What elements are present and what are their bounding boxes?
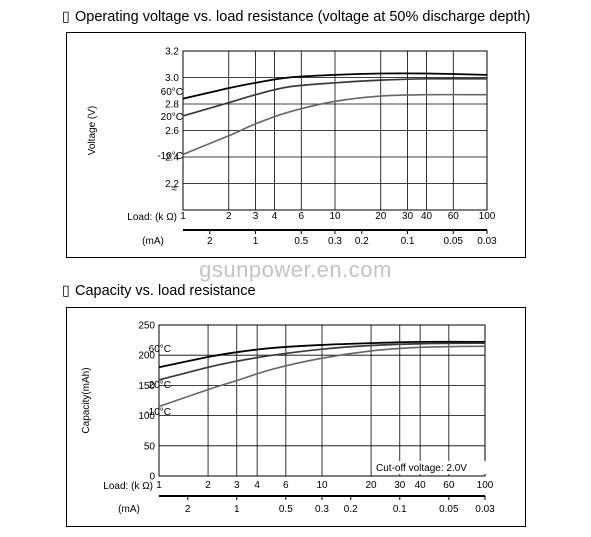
series-line: [158, 342, 486, 381]
y-axis-label: Capacity(mAh): [81, 367, 92, 433]
x-tick-label-ma: 0.05: [439, 504, 459, 515]
x-tick-label-ma: 0.03: [477, 236, 497, 247]
x-tick-label-kohm: 10: [316, 480, 328, 491]
capacity-chart: 250 200 150 100 50 0 Capacity(mAh) 1 2 3 4 6 10 20 30 4…: [81, 321, 495, 516]
y-tick-label: 2.8: [165, 100, 179, 111]
x-tick-label-kohm: 20: [366, 480, 378, 491]
x-tick-label-kohm: 6: [298, 211, 304, 222]
series-label: 60°C: [161, 87, 183, 98]
series-line: [158, 345, 486, 408]
x-tick-label-kohm: 1: [180, 211, 186, 222]
x-tick-label-kohm: 40: [415, 480, 427, 491]
watermark: gsunpower.en.com: [199, 257, 392, 282]
x-tick-label-ma: 0.3: [328, 236, 342, 247]
x-tick-label-kohm: 2: [226, 211, 232, 222]
y-tick-label: 2.2: [165, 179, 179, 190]
series-label: -10°C: [157, 151, 183, 162]
x-tick-label-ma: 0.2: [344, 504, 358, 515]
series-line: [158, 340, 486, 369]
x-axis-label-ma: (mA): [118, 504, 140, 515]
bullet-box-icon: ▯: [62, 9, 70, 25]
x-tick-label-kohm: 60: [443, 480, 455, 491]
x-tick-label-kohm: 30: [394, 480, 406, 491]
x-tick-label-ma: 0.1: [393, 504, 407, 515]
plot-frame: [182, 50, 488, 211]
series-line: [182, 72, 488, 100]
series-label: -10°C: [145, 407, 171, 418]
series-label: 20°C: [149, 380, 171, 391]
voltage-chart: 3.2 3.0 2.8 2.6 2.4 2.2≈ Voltage (V) 1 2 3 4 6 10 20 3…: [87, 47, 497, 248]
x-tick-label-ma: 0.5: [279, 504, 293, 515]
chart1-title: Operating voltage vs. load resistance (v…: [74, 9, 531, 25]
x-tick-label-kohm: 40: [421, 211, 433, 222]
x-tick-label-kohm: 30: [402, 211, 414, 222]
x-tick-label-kohm: 10: [329, 211, 341, 222]
y-tick-label: 250: [138, 321, 155, 332]
x-tick-label-ma: 0.2: [355, 236, 369, 247]
chart1-title-row: ▯ Operating voltage vs. load resistance (…: [62, 9, 530, 25]
y-tick-label: 200: [138, 351, 155, 362]
x-tick-label-kohm: 20: [375, 211, 387, 222]
x-tick-label-kohm: 6: [283, 480, 289, 491]
x-axis-label-ma: (mA): [142, 236, 164, 247]
x-tick-label-kohm: 4: [272, 211, 278, 222]
chart2-panel: 250 200 150 100 50 0 Capacity(mAh) 1 2 3 4 6 10 20 30 4…: [66, 307, 526, 527]
series-label: 20°C: [161, 112, 183, 123]
chart1-panel: 3.2 3.0 2.8 2.6 2.4 2.2 ≈ Voltage (V) 1 2 3 4 6 10 20 3…: [66, 32, 526, 258]
y-axis-label: Voltage (V): [87, 106, 98, 155]
x-tick-label-ma: 0.05: [444, 236, 464, 247]
axis-break-mark: ≈: [172, 184, 178, 195]
x-tick-label-kohm: 60: [448, 211, 460, 222]
x-tick-label-ma: 1: [253, 236, 259, 247]
x-axis-label-kohm: Load: (k Ω): [103, 481, 153, 492]
y-tick-label: 50: [144, 441, 156, 452]
x-tick-label-kohm: 4: [254, 480, 260, 491]
y-tick-label: 100: [138, 411, 155, 422]
x-tick-label-ma: 0.5: [294, 236, 308, 247]
x-tick-label-ma: 0.03: [475, 504, 495, 515]
x-tick-label-kohm: 100: [477, 480, 494, 491]
plot-frame: [158, 324, 486, 477]
cutoff-annotation: Cut-off voltage: 2.0V: [376, 463, 467, 474]
annotation-bg: [374, 461, 486, 474]
y-tick-label: 3.2: [165, 47, 179, 58]
x-tick-label-ma: 2: [185, 504, 191, 515]
series-line: [182, 93, 488, 156]
series-label: 60°C: [149, 344, 171, 355]
x-tick-label-kohm: 3: [253, 211, 259, 222]
y-tick-label: 2.4: [165, 153, 179, 164]
bullet-box-icon: ▯: [62, 283, 70, 299]
chart2-title: Capacity vs. load resistance: [74, 283, 256, 299]
series-line: [182, 77, 488, 117]
x-tick-label-ma: 0.3: [315, 504, 329, 515]
y-tick-label: 3.0: [165, 73, 179, 84]
y-tick-label: 150: [138, 381, 155, 392]
chart2-title-row: ▯ Capacity vs. load resistance: [62, 283, 256, 299]
x-tick-label-kohm: 3: [234, 480, 240, 491]
x-tick-label-kohm: 1: [156, 480, 162, 491]
x-tick-label-kohm: 2: [205, 480, 211, 491]
x-tick-label-ma: 1: [234, 504, 240, 515]
y-tick-label: 0: [149, 472, 155, 483]
x-tick-label-ma: 2: [207, 236, 213, 247]
y-tick-label: 2.6: [165, 126, 179, 137]
x-tick-label-kohm: 100: [479, 211, 496, 222]
x-tick-label-ma: 0.1: [401, 236, 415, 247]
x-axis-label-kohm: Load: (k Ω): [127, 212, 177, 223]
